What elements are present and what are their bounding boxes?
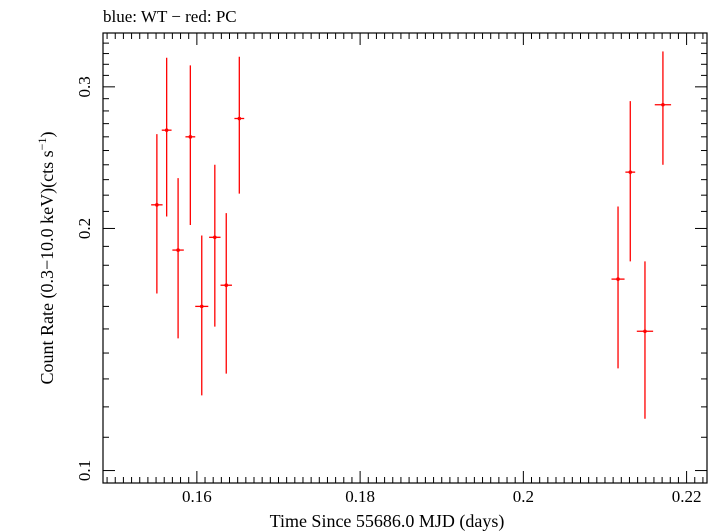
data-point: [209, 164, 221, 327]
y-axis-title: Count Rate (0.3−10.0 keV)(cts s−1): [35, 132, 58, 385]
point-marker: [199, 304, 204, 309]
data-point: [654, 51, 672, 165]
x-axis-title: Time Since 55686.0 MJD (days): [270, 511, 505, 532]
data-point: [611, 206, 625, 369]
point-marker: [628, 170, 633, 174]
data-point: [234, 56, 245, 194]
x-tick-label: 0.16: [182, 487, 212, 506]
data-point: [636, 261, 654, 419]
y-tick-label: 0.1: [75, 460, 94, 481]
x-axis: 0.16 0.18 0.2 0.22: [106, 33, 704, 506]
data-point: [172, 178, 184, 339]
plot-frame: [102, 32, 708, 484]
chart-title: blue: WT − red: PC: [103, 7, 237, 26]
x-tick-label: 0.18: [345, 487, 375, 506]
data-series-pc: [151, 51, 672, 419]
point-marker: [188, 135, 193, 139]
data-point: [185, 65, 196, 225]
y-axis: 0.1 0.2 0.3: [75, 32, 707, 481]
point-marker: [213, 235, 217, 240]
y-tick-label: 0.2: [75, 218, 94, 239]
x-tick-label: 0.2: [513, 487, 534, 506]
point-marker: [643, 329, 647, 334]
point-marker: [176, 248, 180, 252]
point-marker: [616, 277, 620, 281]
point-marker: [155, 203, 159, 207]
point-marker: [237, 116, 242, 121]
x-tick-label: 0.22: [672, 487, 702, 506]
data-point: [151, 134, 163, 294]
point-marker: [224, 283, 229, 288]
data-point: [625, 101, 636, 262]
data-point: [195, 235, 209, 396]
y-tick-label: 0.3: [75, 76, 94, 97]
data-point: [161, 57, 172, 217]
point-marker: [164, 128, 169, 132]
data-point: [220, 213, 232, 374]
point-marker: [661, 102, 665, 107]
